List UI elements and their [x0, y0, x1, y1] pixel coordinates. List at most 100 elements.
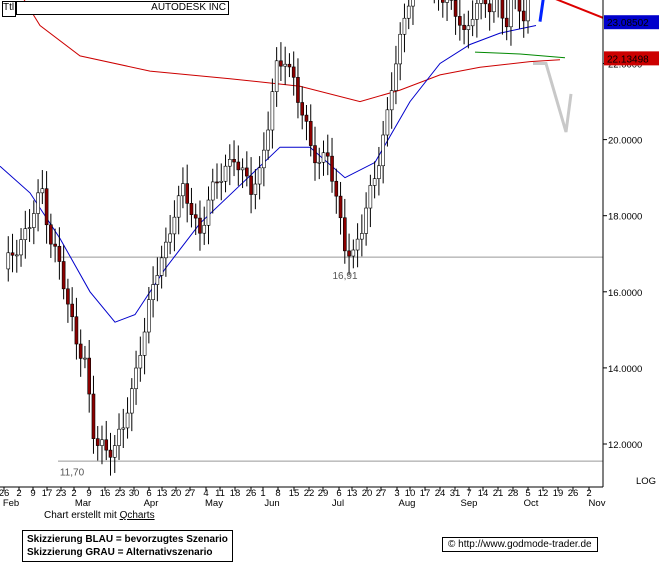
candle-body: [6, 252, 11, 270]
candle-body: [330, 155, 334, 182]
x-month-label: Sep: [461, 498, 478, 509]
candle-body: [227, 159, 232, 167]
candle-body: [368, 185, 373, 209]
candle-body: [168, 233, 172, 243]
candle-body: [189, 203, 194, 215]
x-tick-label: 17: [42, 488, 53, 499]
chart-axes: [0, 0, 604, 488]
candle-body: [138, 355, 143, 369]
candle-body: [509, 0, 513, 28]
x-tick-label: 13: [157, 488, 168, 499]
candle-body: [334, 180, 339, 197]
candle-body: [500, 0, 505, 19]
candle-body: [270, 91, 275, 131]
candle-body: [206, 199, 211, 226]
candle-body: [262, 149, 266, 169]
candle-body: [240, 167, 245, 171]
candle-body: [487, 3, 492, 13]
x-tick-label: 10: [405, 488, 416, 499]
candle-body: [364, 207, 368, 234]
x-tick-label: 2: [586, 488, 591, 499]
y-tick-label: 14.0000: [608, 364, 642, 375]
x-tick-label: 24: [435, 488, 446, 499]
x-tick-label: 6: [336, 488, 341, 499]
moving-averages: [0, 0, 566, 323]
x-tick-label: 26: [568, 488, 579, 499]
candle-body: [159, 257, 164, 276]
x-tick-label: 31: [450, 488, 461, 499]
company-title: AUTODESK INC: [16, 1, 229, 15]
candle-body: [325, 152, 330, 157]
candle-body: [142, 331, 147, 356]
candle-body: [385, 109, 390, 136]
x-tick-label: 30: [129, 488, 140, 499]
candle-body: [492, 0, 496, 13]
candle-body: [74, 316, 79, 345]
long-average-price-label-box: [604, 51, 659, 66]
candle-body: [377, 165, 381, 179]
candle-body: [308, 121, 313, 146]
candle-body: [398, 33, 402, 65]
x-axis-ticks: 26 2 9 17 23 2 9 16 23 30 6 13 20 27 4 11 18 26 1 8 15 22 29 6 1…: [0, 487, 606, 509]
candle-body: [23, 228, 28, 240]
x-tick-label: 9: [30, 488, 35, 499]
candle-body: [176, 195, 181, 218]
candle-body: [360, 233, 364, 240]
candle-body: [287, 63, 292, 68]
x-tick-label: 5: [525, 488, 530, 499]
x-tick-label: 28: [508, 488, 519, 499]
x-tick-label: 22: [304, 488, 315, 499]
legend-gray: Skizzierung GRAU = Alternativszenario: [27, 547, 213, 558]
candle-body: [440, 0, 445, 3]
website-credit[interactable]: © http://www.godmode-trader.de: [442, 537, 598, 552]
candle-body: [44, 188, 49, 226]
x-month-label: Jul: [332, 498, 344, 509]
qcharts-link[interactable]: Qcharts: [119, 510, 155, 521]
candle-body: [10, 252, 15, 256]
candle-body: [406, 5, 411, 19]
candle-body: [411, 0, 415, 7]
x-tick-label: 20: [171, 488, 182, 499]
candle-body: [526, 0, 530, 22]
candle-body: [147, 299, 151, 333]
candle-body: [155, 275, 160, 285]
candle-body: [112, 445, 117, 458]
candle-body: [61, 261, 66, 290]
candle-body: [108, 449, 113, 458]
candle-body: [351, 249, 356, 257]
candle-body: [49, 224, 53, 245]
candle-body: [462, 24, 466, 30]
x-tick-label: 19: [553, 488, 564, 499]
symbol-label: Ttl: [3, 2, 15, 13]
x-tick-label: 29: [318, 488, 329, 499]
candle-body: [70, 303, 74, 318]
created-text: Chart erstellt mit: [44, 510, 117, 521]
candle-body: [198, 217, 202, 234]
x-month-label: May: [205, 498, 223, 509]
x-tick-label: 2: [16, 488, 21, 499]
candle-body: [517, 0, 522, 12]
candle-body: [219, 180, 224, 183]
x-tick-label: 8: [275, 488, 280, 499]
candle-body: [215, 181, 219, 184]
candle-body: [14, 254, 19, 257]
candle-body: [164, 241, 168, 259]
x-month-label: Nov: [589, 498, 606, 509]
x-tick-label: 14: [478, 488, 489, 499]
candle-body: [304, 114, 309, 122]
candle-body: [36, 192, 40, 214]
candle-body: [236, 161, 241, 171]
candle-body: [130, 388, 134, 414]
short-average-price-label-box: [604, 15, 659, 30]
x-month-label: Oct: [524, 498, 539, 509]
candle-body: [172, 216, 177, 235]
candle-body: [274, 60, 279, 92]
candle-body: [475, 3, 479, 20]
x-tick-label: 20: [362, 488, 373, 499]
candle-body: [479, 0, 483, 4]
x-tick-label: 9: [86, 488, 91, 499]
candle-body: [279, 60, 283, 67]
legend-blue: Skizzierung BLAU = bevorzugtes Szenario: [27, 534, 228, 545]
candle-body: [57, 245, 62, 262]
candle-body: [372, 178, 377, 186]
